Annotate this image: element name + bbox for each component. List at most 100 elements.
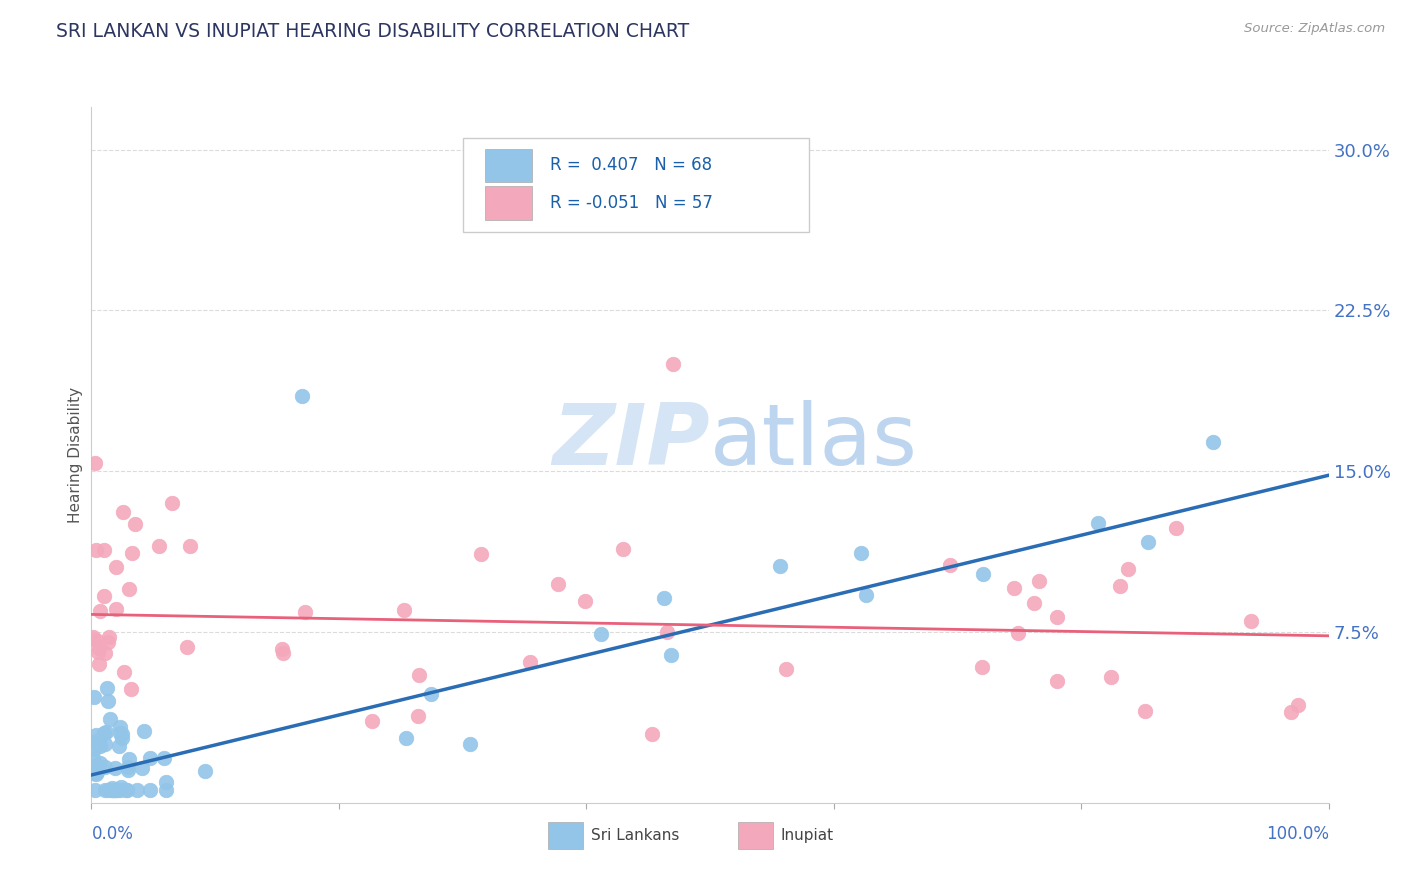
Point xyxy=(115,783,138,797)
Point xyxy=(139,751,162,765)
Point xyxy=(1135,704,1157,718)
Text: ZIP: ZIP xyxy=(553,400,710,483)
Point xyxy=(84,543,107,558)
Point xyxy=(89,640,111,655)
Point xyxy=(972,567,994,582)
Point xyxy=(104,761,127,775)
Point xyxy=(1201,435,1223,450)
Point xyxy=(108,720,131,734)
Point xyxy=(176,640,198,654)
Point xyxy=(547,576,569,591)
Point xyxy=(659,648,682,662)
Point xyxy=(120,682,142,697)
Point xyxy=(111,727,134,741)
Point xyxy=(89,739,111,754)
Point xyxy=(127,783,149,797)
Point xyxy=(117,760,139,774)
Point xyxy=(86,728,108,742)
Point xyxy=(395,731,418,745)
Point xyxy=(160,496,183,510)
Point xyxy=(118,751,141,765)
Point xyxy=(1022,596,1045,610)
Point xyxy=(96,681,118,695)
Point xyxy=(1137,534,1160,549)
Point xyxy=(82,735,104,749)
Point xyxy=(97,783,120,797)
Point xyxy=(294,605,316,619)
Point xyxy=(291,389,314,403)
Point xyxy=(1240,614,1263,628)
Text: atlas: atlas xyxy=(710,400,918,483)
Point xyxy=(82,765,104,780)
Point xyxy=(612,542,634,557)
Point xyxy=(97,693,120,707)
Point xyxy=(101,781,124,796)
Point xyxy=(108,739,131,753)
Point xyxy=(519,655,541,669)
Point xyxy=(271,642,294,657)
Point xyxy=(392,602,415,616)
Point xyxy=(89,756,111,771)
Point xyxy=(470,547,492,561)
Point xyxy=(117,582,139,596)
FancyBboxPatch shape xyxy=(485,186,531,219)
Text: Sri Lankans: Sri Lankans xyxy=(591,829,679,843)
Y-axis label: Hearing Disability: Hearing Disability xyxy=(67,387,83,523)
Point xyxy=(589,627,612,641)
Point xyxy=(94,760,117,774)
Point xyxy=(1046,673,1069,688)
Point xyxy=(94,737,117,751)
Point xyxy=(408,667,430,681)
Point xyxy=(89,733,111,747)
FancyBboxPatch shape xyxy=(463,138,808,232)
Text: 0.0%: 0.0% xyxy=(91,825,134,843)
Point xyxy=(1109,578,1132,592)
Point xyxy=(89,657,111,672)
Point xyxy=(124,517,146,532)
Text: SRI LANKAN VS INUPIAT HEARING DISABILITY CORRELATION CHART: SRI LANKAN VS INUPIAT HEARING DISABILITY… xyxy=(56,22,689,41)
Point xyxy=(155,775,177,789)
Point xyxy=(93,542,115,557)
Point xyxy=(1279,705,1302,719)
Point xyxy=(655,625,678,640)
Point xyxy=(96,725,118,739)
Point xyxy=(105,783,128,797)
Point xyxy=(84,767,107,781)
Point xyxy=(1046,610,1069,624)
Point xyxy=(82,765,104,780)
Point xyxy=(103,783,125,797)
Point xyxy=(117,783,139,797)
Point xyxy=(86,632,108,647)
Point xyxy=(93,589,115,603)
Point xyxy=(86,765,108,780)
Point xyxy=(641,727,664,741)
Point xyxy=(100,783,122,797)
Point xyxy=(84,761,107,775)
Point xyxy=(83,456,105,470)
Point xyxy=(1087,516,1109,530)
Point xyxy=(84,783,107,797)
Point xyxy=(112,665,135,680)
Point xyxy=(769,559,792,574)
Point xyxy=(100,783,122,797)
Point xyxy=(1028,574,1050,588)
Point xyxy=(98,712,121,726)
Text: 100.0%: 100.0% xyxy=(1265,825,1329,843)
Point xyxy=(855,588,877,602)
Point xyxy=(82,751,104,765)
Point xyxy=(110,726,132,740)
Point xyxy=(84,758,107,772)
Point xyxy=(155,783,177,797)
Point xyxy=(153,751,176,765)
Text: Inupiat: Inupiat xyxy=(780,829,834,843)
Point xyxy=(89,604,111,618)
Point xyxy=(574,594,596,608)
Point xyxy=(194,764,217,779)
Point xyxy=(458,737,481,751)
Text: R =  0.407   N = 68: R = 0.407 N = 68 xyxy=(550,156,713,175)
Point xyxy=(420,687,443,701)
Point xyxy=(132,723,155,738)
Point xyxy=(849,546,872,560)
Point xyxy=(408,708,430,723)
Point xyxy=(1116,562,1139,576)
